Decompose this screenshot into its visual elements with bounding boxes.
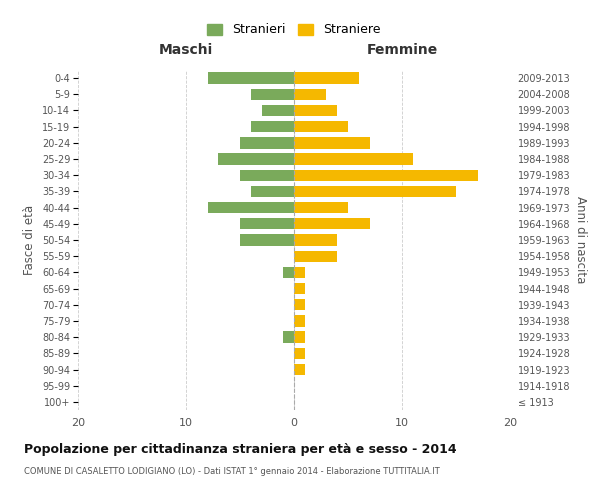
Bar: [240, 234, 294, 246]
Bar: [251, 88, 294, 100]
Bar: [240, 218, 294, 230]
Text: Maschi: Maschi: [159, 43, 213, 57]
Bar: [218, 154, 294, 164]
Bar: [283, 332, 294, 343]
Bar: [294, 250, 337, 262]
Bar: [294, 266, 305, 278]
Bar: [294, 299, 305, 310]
Text: Popolazione per cittadinanza straniera per età e sesso - 2014: Popolazione per cittadinanza straniera p…: [24, 442, 457, 456]
Bar: [294, 88, 326, 100]
Bar: [294, 234, 337, 246]
Text: COMUNE DI CASALETTO LODIGIANO (LO) - Dati ISTAT 1° gennaio 2014 - Elaborazione T: COMUNE DI CASALETTO LODIGIANO (LO) - Dat…: [24, 468, 440, 476]
Bar: [240, 170, 294, 181]
Bar: [240, 137, 294, 148]
Bar: [294, 348, 305, 359]
Bar: [294, 170, 478, 181]
Bar: [294, 316, 305, 326]
Bar: [208, 72, 294, 84]
Bar: [294, 186, 456, 197]
Bar: [294, 202, 348, 213]
Bar: [294, 121, 348, 132]
Bar: [294, 72, 359, 84]
Text: Femmine: Femmine: [367, 43, 437, 57]
Bar: [251, 186, 294, 197]
Bar: [262, 105, 294, 116]
Bar: [294, 332, 305, 343]
Legend: Stranieri, Straniere: Stranieri, Straniere: [202, 18, 386, 42]
Bar: [294, 137, 370, 148]
Bar: [294, 154, 413, 164]
Bar: [208, 202, 294, 213]
Bar: [294, 218, 370, 230]
Y-axis label: Fasce di età: Fasce di età: [23, 205, 37, 275]
Bar: [294, 105, 337, 116]
Bar: [294, 283, 305, 294]
Bar: [283, 266, 294, 278]
Bar: [251, 121, 294, 132]
Y-axis label: Anni di nascita: Anni di nascita: [574, 196, 587, 284]
Bar: [294, 364, 305, 375]
